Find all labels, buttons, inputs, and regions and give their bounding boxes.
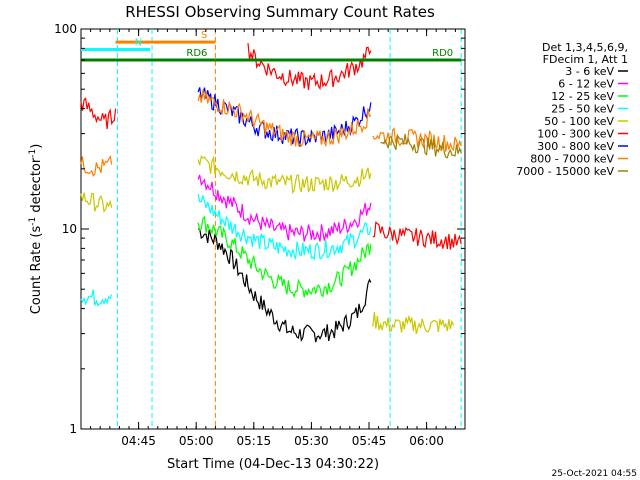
legend: Det 1,3,4,5,6,9,FDecim 1, Att 13 - 6 keV…: [516, 41, 628, 178]
x-tick-label-2: 05:15: [237, 434, 272, 448]
chart-title: RHESSI Observing Summary Count Rates: [125, 3, 435, 21]
legend-label-1: 6 - 12 keV: [558, 78, 614, 91]
legend-label-5: 100 - 300 keV: [537, 128, 614, 141]
series-layer: [80, 43, 462, 343]
series-6-segment-0: [197, 87, 372, 147]
series-4-segment-0: [80, 192, 113, 214]
y-axis-label-close: ): [29, 144, 44, 149]
series-7-segment-0: [80, 154, 113, 178]
series-8: [380, 133, 462, 159]
legend-label-8: 7000 - 15000 keV: [516, 165, 614, 178]
series-5-segment-2: [372, 221, 462, 250]
footer-timestamp: 25-Oct-2021 04:55: [552, 469, 637, 479]
axes: 04:45 05:00 05:15 05:30 05:45 06:00 1 10 100: [54, 22, 466, 448]
series-4-segment-1: [197, 155, 372, 194]
series-0: [198, 228, 372, 343]
series-3: [80, 193, 372, 307]
y-axis-label: Count Rate (s-1 detector-1): [28, 144, 44, 315]
legend-header-1: FDecim 1, Att 1: [543, 53, 628, 66]
legend-label-7: 800 - 7000 keV: [530, 153, 614, 166]
y-tick-label-0: 1: [69, 422, 77, 436]
x-tick-label-5: 06:00: [409, 434, 444, 448]
legend-label-6: 300 - 800 keV: [537, 140, 614, 153]
series-3-segment-0: [80, 289, 113, 307]
legend-header-0: Det 1,3,4,5,6,9,: [542, 41, 628, 54]
series-8-segment-0: [380, 133, 462, 159]
state-bar-label-1: N: [135, 37, 142, 48]
series-7: [80, 89, 462, 178]
series-4: [80, 155, 455, 335]
series-2-segment-0: [197, 215, 372, 299]
y-tick-label-1: 10: [62, 222, 77, 236]
x-tick-label-4: 05:45: [352, 434, 387, 448]
y-axis-label-sup2: -1: [28, 149, 38, 158]
series-3-segment-1: [197, 193, 372, 261]
x-tick-label-0: 04:45: [121, 434, 156, 448]
series-0-segment-0: [198, 228, 372, 343]
legend-label-4: 50 - 100 keV: [544, 115, 614, 128]
y-axis-label-part2: detector: [29, 157, 44, 217]
series-4-segment-2: [372, 312, 455, 335]
y-tick-label-2: 100: [54, 22, 77, 36]
state-bar-label-3: RD0: [432, 48, 453, 59]
x-tick-label-1: 05:00: [179, 434, 214, 448]
series-6: [197, 87, 372, 147]
x-axis-label: Start Time (04-Dec-13 04:30:22): [167, 457, 379, 472]
series-5-segment-0: [80, 97, 117, 130]
x-tick-label-3: 05:30: [294, 434, 329, 448]
series-7-segment-1: [197, 89, 372, 148]
series-1-segment-0: [197, 174, 372, 242]
attenuator-bars: S N RD6 RD0: [81, 30, 462, 62]
series-5-segment-1: [247, 43, 372, 91]
series-1: [197, 174, 372, 242]
legend-label-2: 12 - 25 keV: [551, 90, 614, 103]
series-7-segment-2: [372, 127, 462, 152]
series-5: [80, 43, 462, 250]
legend-label-3: 25 - 50 keV: [551, 103, 614, 116]
y-axis-label-sup1: -1: [28, 217, 38, 226]
series-2: [197, 215, 372, 299]
state-bar-label-2: RD6: [186, 48, 207, 59]
legend-label-0: 3 - 6 keV: [565, 65, 614, 78]
svg-text:Count Rate (s-1 detector-1): Count Rate (s-1 detector-1): [28, 144, 44, 315]
y-axis-label-part1: Count Rate (s: [29, 226, 44, 315]
state-bar-label-0: S: [201, 30, 207, 41]
